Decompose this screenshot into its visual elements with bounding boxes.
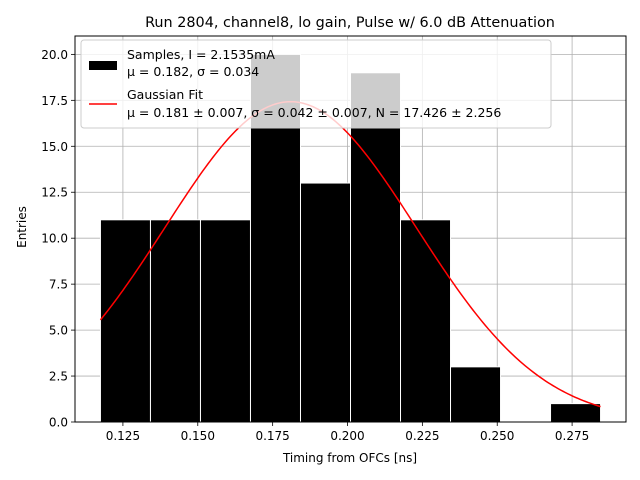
y-tick-label-1: 2.5: [49, 370, 68, 384]
y-tick-label-6: 15.0: [41, 140, 68, 154]
x-tick-label-2: 0.175: [255, 429, 289, 443]
legend-fit-line2: μ = 0.181 ± 0.007, σ = 0.042 ± 0.007, N …: [127, 105, 501, 120]
legend-samples-line1: Samples, I = 2.1535mA: [127, 47, 275, 62]
y-tick-label-2: 5.0: [49, 324, 68, 338]
histogram-bar-6: [400, 219, 452, 423]
y-axis-label: Entries: [15, 206, 29, 248]
histogram-bar-5: [350, 72, 402, 423]
y-tick-label-3: 7.5: [49, 278, 68, 292]
histogram-bar-4: [299, 182, 351, 423]
gaussian-fit-line: [99, 100, 601, 408]
y-tick-label-4: 10.0: [41, 232, 68, 246]
y-tick-label-7: 17.5: [41, 94, 68, 108]
y-axis-ticks: 0.0 2.5 5.0 7.5 10.0 12.5 15.0 17.5 20.0: [41, 48, 75, 430]
x-axis-ticks: 0.125 0.150 0.175 0.200 0.225 0.250 0.275: [106, 422, 589, 443]
x-tick-label-0: 0.125: [106, 429, 140, 443]
legend: Samples, I = 2.1535mA μ = 0.182, σ = 0.0…: [80, 39, 552, 129]
x-tick-label-5: 0.250: [480, 429, 514, 443]
histogram-bar-9: [550, 403, 602, 423]
x-tick-label-1: 0.150: [181, 429, 215, 443]
y-tick-label-0: 0.0: [49, 416, 68, 430]
histogram-bar-0: [99, 219, 151, 423]
x-tick-label-3: 0.200: [330, 429, 364, 443]
y-tick-label-5: 12.5: [41, 186, 68, 200]
chart-title: Run 2804, channel8, lo gain, Pulse w/ 6.…: [145, 15, 555, 31]
axes-frame: [74, 35, 627, 423]
legend-box: [80, 39, 552, 129]
histogram-bar-7: [450, 366, 502, 423]
histogram-bar-1: [149, 219, 201, 423]
histogram-bar-2: [199, 219, 251, 423]
x-tick-label-6: 0.275: [555, 429, 589, 443]
x-tick-label-4: 0.225: [405, 429, 439, 443]
x-axis-label: Timing from OFCs [ns]: [282, 451, 417, 465]
legend-samples-line2: μ = 0.182, σ = 0.034: [127, 64, 259, 79]
legend-fit-line1: Gaussian Fit: [127, 87, 203, 102]
y-tick-label-8: 20.0: [41, 48, 68, 62]
legend-swatch-samples: [89, 61, 117, 70]
